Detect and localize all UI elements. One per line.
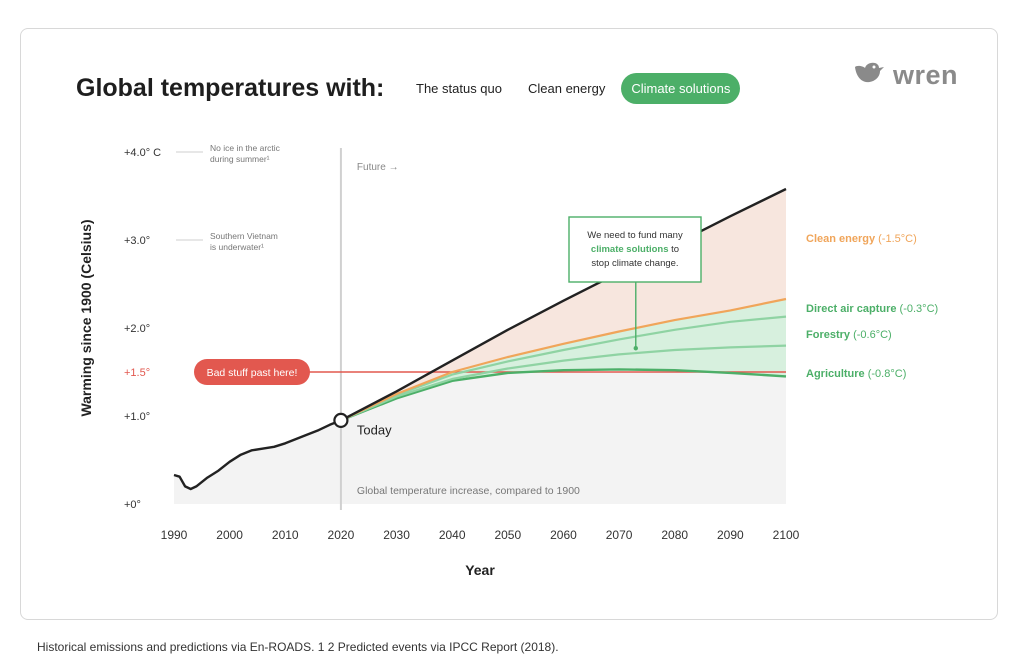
series-label-agriculture: Agriculture (-0.8°C)	[806, 368, 906, 380]
historical-line	[173, 419, 342, 491]
chart-card	[20, 28, 998, 620]
y-tick-label: +3.0°	[124, 235, 150, 247]
x-tick-label: 2100	[773, 528, 800, 542]
x-tick-label: 2060	[550, 528, 577, 542]
today-marker	[333, 412, 349, 428]
x-tick-label: 2050	[494, 528, 521, 542]
x-tick-label: 2000	[216, 528, 243, 542]
threshold-label: Bad stuff past here!	[207, 367, 298, 379]
clean-energy-line	[340, 297, 787, 422]
event-note: during summer¹	[210, 154, 270, 164]
x-tick-label: 2040	[439, 528, 466, 542]
y-tick-label: +1.5°	[124, 367, 150, 379]
event-note: Southern Vietnam	[210, 231, 278, 241]
series-delta: (-1.5°C)	[878, 233, 917, 245]
event-note: is underwater¹	[210, 242, 264, 252]
y-tick-label: +1.0°	[124, 411, 150, 423]
threshold-pill	[194, 359, 310, 385]
x-tick-label: 2090	[717, 528, 744, 542]
status-quo-line	[340, 187, 787, 422]
series-name: Agriculture	[806, 368, 868, 380]
series-delta: (-0.8°C)	[868, 368, 907, 380]
base-area-label: Global temperature increase, compared to…	[357, 485, 580, 497]
scenario-tabs: The status quo Clean energy Climate solu…	[406, 73, 741, 104]
x-axis-title: Year	[465, 562, 495, 578]
x-tick-label: 2010	[272, 528, 299, 542]
callout-line-3: stop climate change.	[591, 258, 678, 269]
tab-clean-energy[interactable]: Clean energy	[528, 81, 606, 96]
bird-icon	[853, 61, 885, 90]
series-name: Clean energy	[806, 233, 878, 245]
callout-anchor-dot	[633, 346, 638, 351]
tab-status-quo[interactable]: The status quo	[416, 81, 502, 96]
future-label: Future →	[357, 162, 399, 173]
series-delta: (-0.6°C)	[853, 329, 892, 341]
series-label-direct-air-capture: Direct air capture (-0.3°C)	[806, 303, 938, 315]
x-tick-label: 2080	[661, 528, 688, 542]
series-label-clean-energy: Clean energy (-1.5°C)	[806, 233, 917, 245]
x-tick-label: 2070	[606, 528, 633, 542]
series-label-forestry: Forestry (-0.6°C)	[806, 329, 892, 341]
series-delta: (-0.3°C)	[900, 303, 939, 315]
direct-air-capture-line	[340, 315, 787, 422]
x-tick-label: 2030	[383, 528, 410, 542]
series-name: Direct air capture	[806, 303, 900, 315]
callout-line-2: climate solutions to	[591, 244, 679, 255]
series-name: Forestry	[806, 329, 853, 341]
y-tick-label: +2.0°	[124, 323, 150, 335]
callout-box	[568, 216, 702, 283]
callout-line-1: We need to fund many	[587, 230, 683, 241]
forestry-line	[340, 344, 787, 422]
callout-connector: to	[671, 244, 679, 255]
brand-name: wren	[893, 60, 959, 90]
event-note: No ice in the arctic	[210, 143, 281, 153]
agriculture-line	[340, 368, 787, 422]
footer-note: Historical emissions and predictions via…	[37, 640, 559, 654]
base-area	[174, 372, 786, 504]
y-tick-label: +4.0° C	[124, 147, 161, 159]
x-tick-label: 1990	[161, 528, 188, 542]
callout-highlight: climate solutions	[591, 244, 671, 255]
brand-logo: wren	[853, 60, 958, 91]
page-title: Global temperatures with:	[76, 74, 385, 102]
tab-climate-solutions[interactable]: Climate solutions	[621, 73, 741, 104]
y-tick-label: +0°	[124, 499, 141, 511]
today-label: Today	[357, 422, 392, 437]
x-tick-label: 2020	[328, 528, 355, 542]
y-axis-title: Warming since 1900 (Celsius)	[78, 219, 94, 416]
